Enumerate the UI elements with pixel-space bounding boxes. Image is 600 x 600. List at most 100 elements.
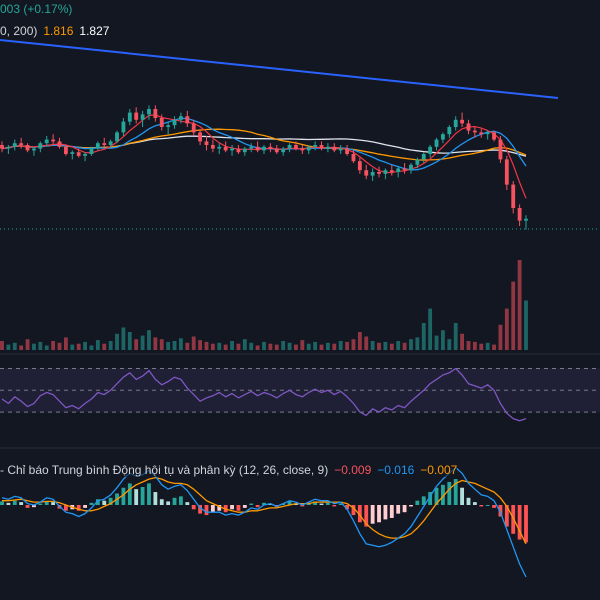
- candle[interactable]: [434, 137, 439, 151]
- ma-mid-line: [1, 117, 527, 171]
- candle[interactable]: [498, 136, 503, 163]
- candle[interactable]: [479, 128, 484, 138]
- candle[interactable]: [159, 114, 164, 131]
- candle[interactable]: [453, 116, 458, 131]
- candle[interactable]: [44, 136, 49, 147]
- candle[interactable]: [294, 141, 298, 151]
- candle[interactable]: [198, 128, 203, 145]
- candle[interactable]: [524, 215, 528, 230]
- candle[interactable]: [504, 155, 509, 190]
- candle[interactable]: [179, 112, 183, 124]
- candle[interactable]: [217, 143, 222, 154]
- candle[interactable]: [172, 116, 177, 129]
- candle[interactable]: [262, 145, 266, 154]
- price-panel[interactable]: [0, 39, 600, 230]
- candle[interactable]: [402, 163, 407, 174]
- candle[interactable]: [485, 130, 490, 140]
- candle[interactable]: [268, 143, 273, 153]
- candle[interactable]: [95, 141, 100, 151]
- candle[interactable]: [89, 146, 94, 156]
- candle-body: [357, 161, 362, 171]
- candle[interactable]: [242, 146, 247, 156]
- macd-histogram-bar: [421, 496, 426, 505]
- candle[interactable]: [338, 145, 343, 154]
- candle-body: [89, 148, 94, 154]
- candle[interactable]: [396, 166, 401, 178]
- candle[interactable]: [370, 168, 375, 181]
- candle[interactable]: [223, 141, 228, 153]
- candle[interactable]: [517, 204, 522, 226]
- candle[interactable]: [428, 145, 433, 158]
- candle[interactable]: [441, 132, 445, 144]
- candle[interactable]: [249, 143, 254, 153]
- candle[interactable]: [153, 105, 158, 122]
- candle[interactable]: [51, 134, 56, 145]
- candle[interactable]: [377, 166, 381, 178]
- candle[interactable]: [115, 130, 119, 144]
- candle[interactable]: [134, 107, 139, 124]
- candle[interactable]: [492, 130, 496, 142]
- candle[interactable]: [460, 112, 465, 127]
- candle[interactable]: [389, 164, 394, 176]
- macd-histogram-bar: [19, 502, 24, 505]
- candle[interactable]: [140, 110, 145, 127]
- candle[interactable]: [466, 119, 471, 135]
- candle[interactable]: [57, 137, 62, 149]
- volume-bar: [511, 281, 516, 350]
- macd-legend[interactable]: - Chỉ báo Trung bình Động hội tụ và phân…: [0, 463, 458, 477]
- candle[interactable]: [191, 119, 196, 136]
- candle[interactable]: [274, 145, 279, 154]
- candle[interactable]: [306, 145, 311, 154]
- macd-panel[interactable]: [0, 466, 528, 578]
- volume-bar: [185, 342, 190, 350]
- candle[interactable]: [204, 136, 209, 151]
- candle[interactable]: [32, 146, 36, 156]
- candle[interactable]: [230, 145, 234, 156]
- candle[interactable]: [76, 148, 81, 158]
- candle[interactable]: [185, 110, 190, 127]
- macd-title: - Chỉ báo Trung bình Động hội tụ và phân…: [0, 463, 329, 477]
- candle[interactable]: [147, 105, 151, 120]
- candle[interactable]: [83, 152, 87, 162]
- candle[interactable]: [383, 168, 388, 180]
- candle[interactable]: [0, 141, 4, 153]
- candle[interactable]: [12, 139, 17, 151]
- candle[interactable]: [319, 141, 324, 151]
- candle-body: [172, 119, 177, 126]
- volume-bar: [357, 332, 362, 350]
- candle[interactable]: [121, 118, 126, 136]
- candle[interactable]: [415, 157, 420, 169]
- candle[interactable]: [300, 145, 305, 154]
- candle[interactable]: [6, 145, 11, 154]
- candle[interactable]: [281, 146, 286, 156]
- candle[interactable]: [313, 141, 318, 151]
- candle[interactable]: [351, 150, 356, 163]
- candle[interactable]: [447, 125, 452, 138]
- candle[interactable]: [325, 143, 330, 153]
- candle[interactable]: [357, 157, 362, 174]
- candle[interactable]: [472, 127, 477, 138]
- candle[interactable]: [332, 143, 337, 153]
- volume-bar: [517, 260, 522, 350]
- candle[interactable]: [70, 150, 75, 160]
- candle[interactable]: [63, 145, 68, 156]
- candle[interactable]: [364, 164, 369, 180]
- candle[interactable]: [19, 137, 24, 149]
- candle[interactable]: [127, 109, 132, 126]
- trendline[interactable]: [0, 39, 559, 99]
- candle[interactable]: [38, 141, 43, 153]
- candle[interactable]: [409, 163, 413, 174]
- candle[interactable]: [511, 181, 516, 214]
- candle[interactable]: [255, 141, 260, 153]
- candle[interactable]: [108, 139, 113, 149]
- candle[interactable]: [166, 121, 171, 135]
- candle[interactable]: [25, 143, 30, 153]
- candle[interactable]: [236, 145, 241, 154]
- candle[interactable]: [421, 152, 426, 163]
- candle[interactable]: [287, 143, 292, 153]
- rsi-panel[interactable]: [0, 367, 600, 422]
- candle[interactable]: [210, 139, 215, 153]
- candle[interactable]: [345, 145, 349, 156]
- candle[interactable]: [102, 137, 107, 147]
